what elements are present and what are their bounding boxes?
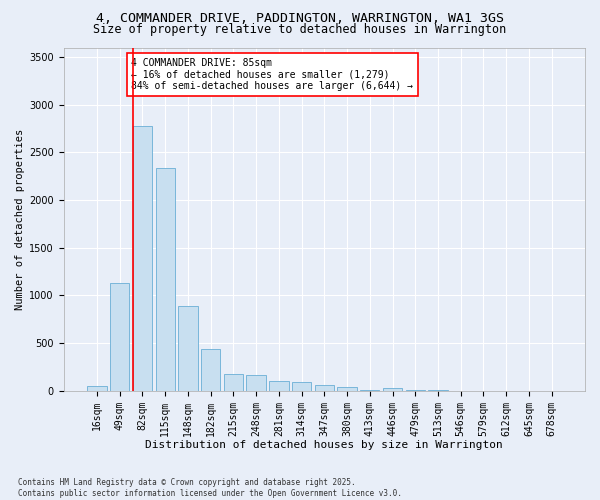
Bar: [224, 374, 243, 391]
Bar: [88, 386, 107, 391]
Bar: [247, 375, 266, 391]
Text: Size of property relative to detached houses in Warrington: Size of property relative to detached ho…: [94, 22, 506, 36]
Bar: [178, 306, 197, 391]
Bar: [133, 126, 152, 391]
Text: 4 COMMANDER DRIVE: 85sqm
← 16% of detached houses are smaller (1,279)
84% of sem: 4 COMMANDER DRIVE: 85sqm ← 16% of detach…: [131, 58, 413, 91]
Bar: [110, 283, 130, 391]
Bar: [406, 390, 425, 391]
Bar: [292, 382, 311, 391]
Bar: [337, 386, 357, 391]
Bar: [269, 382, 289, 391]
X-axis label: Distribution of detached houses by size in Warrington: Distribution of detached houses by size …: [145, 440, 503, 450]
Bar: [314, 385, 334, 391]
Y-axis label: Number of detached properties: Number of detached properties: [15, 128, 25, 310]
Text: Contains HM Land Registry data © Crown copyright and database right 2025.
Contai: Contains HM Land Registry data © Crown c…: [18, 478, 402, 498]
Bar: [155, 168, 175, 391]
Text: 4, COMMANDER DRIVE, PADDINGTON, WARRINGTON, WA1 3GS: 4, COMMANDER DRIVE, PADDINGTON, WARRINGT…: [96, 12, 504, 26]
Bar: [383, 388, 402, 391]
Bar: [201, 349, 220, 391]
